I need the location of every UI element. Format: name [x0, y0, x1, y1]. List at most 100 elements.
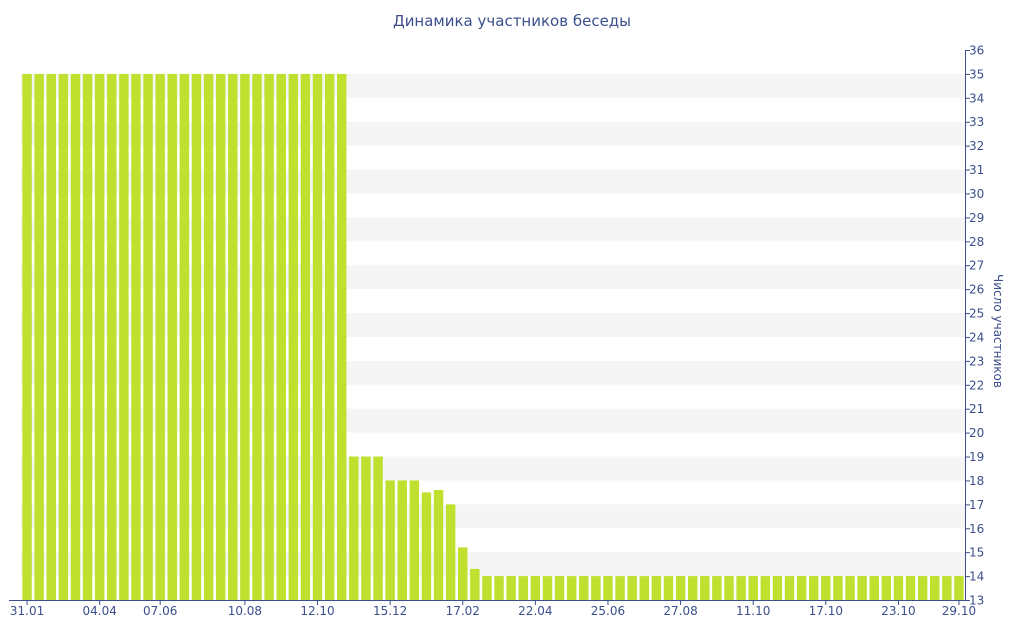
bar: [954, 576, 964, 600]
bar: [445, 504, 456, 600]
bar: [724, 576, 734, 600]
y-tick-label: 21: [969, 402, 984, 416]
bar: [566, 576, 577, 600]
bar: [373, 456, 383, 600]
y-tick-label: 25: [969, 307, 984, 321]
bar: [349, 456, 359, 600]
bar: [869, 576, 879, 600]
bar: [167, 73, 177, 600]
y-tick-label: 33: [969, 115, 984, 129]
x-tick-label: 17.10: [809, 604, 843, 618]
x-tick-label: 15.12: [373, 604, 407, 618]
bar: [131, 73, 141, 600]
bar: [82, 73, 93, 600]
bar: [240, 73, 250, 600]
bar: [857, 576, 867, 600]
bar: [58, 73, 69, 600]
bar: [506, 576, 516, 600]
y-tick-label: 16: [969, 522, 984, 536]
y-tick-label: 20: [969, 426, 984, 440]
bar: [34, 73, 44, 600]
bar: [143, 73, 153, 600]
bar: [119, 73, 129, 600]
bar: [736, 576, 746, 600]
bar: [554, 576, 565, 600]
bar: [651, 576, 662, 600]
x-tick-label: 25.06: [591, 604, 625, 618]
x-tick-label: 23.10: [881, 604, 915, 618]
bar: [494, 576, 504, 600]
bar: [421, 492, 432, 600]
bar: [312, 73, 323, 600]
bar: [579, 576, 589, 600]
bar: [930, 576, 940, 600]
bar: [639, 576, 649, 600]
bar: [772, 576, 783, 600]
bar: [203, 73, 214, 600]
y-tick-label: 29: [969, 211, 984, 225]
bar: [905, 576, 916, 600]
bar: [324, 73, 335, 600]
y-tick-label: 28: [969, 235, 984, 249]
x-tick-label: 04.04: [82, 604, 116, 618]
bar: [687, 576, 698, 600]
bar: [796, 576, 807, 600]
bar: [482, 576, 492, 600]
y-tick-label: 31: [969, 163, 984, 177]
bar: [107, 73, 117, 600]
bar: [603, 576, 613, 600]
x-tick-label: 29.10: [942, 604, 976, 618]
y-tick-label: 15: [969, 546, 984, 560]
bar: [409, 480, 420, 600]
bar: [784, 576, 795, 600]
bar: [433, 490, 444, 600]
y-tick-label: 18: [969, 474, 984, 488]
bar: [70, 73, 81, 600]
bar: [385, 480, 395, 600]
y-tick-label: 19: [969, 450, 984, 464]
bar: [845, 576, 855, 600]
y-tick-label: 32: [969, 139, 984, 153]
bar: [300, 73, 311, 600]
y-tick-label: 13: [969, 594, 984, 608]
bar: [264, 73, 274, 600]
bar: [712, 576, 722, 600]
bar: [94, 73, 105, 600]
bar: [615, 576, 625, 600]
bar: [288, 73, 299, 600]
bar: [518, 576, 528, 600]
x-tick-label: 27.08: [663, 604, 697, 618]
bar: [530, 576, 541, 600]
x-tick-label: 10.08: [228, 604, 262, 618]
y-tick-label: 14: [969, 570, 984, 584]
x-tick-label: 22.04: [518, 604, 552, 618]
x-tick-label: 11.10: [736, 604, 770, 618]
bar: [760, 576, 771, 600]
axes: 13 14 15 16 17 18 19 20 21 22 23 24 25 26 27 28 29 30 31 32…: [9, 44, 984, 618]
y-tick-label: 34: [969, 91, 984, 105]
y-tick-label: 17: [969, 498, 984, 512]
y-tick-label: 23: [969, 354, 984, 368]
y-tick-label: 30: [969, 187, 984, 201]
bar: [228, 73, 238, 600]
bar: [881, 576, 892, 600]
chart-title: Динамика участников беседы: [392, 12, 632, 30]
bar: [155, 73, 165, 600]
bar: [700, 576, 710, 600]
x-tick-label: 12.10: [300, 604, 334, 618]
bar: [663, 576, 674, 600]
y-axis-title: Число участников: [991, 274, 1005, 388]
bar: [833, 576, 843, 600]
bar: [675, 576, 686, 600]
y-tick-label: 35: [969, 67, 984, 81]
y-tick-label: 36: [969, 44, 984, 58]
bar: [821, 576, 831, 600]
bar: [361, 456, 371, 600]
bar: [337, 73, 347, 600]
bar: [470, 568, 480, 600]
bar: [748, 576, 758, 600]
bar: [276, 73, 286, 600]
bar: [809, 576, 819, 600]
y-axis-title-wrap: Число участников: [989, 274, 1007, 388]
bar: [252, 73, 262, 600]
